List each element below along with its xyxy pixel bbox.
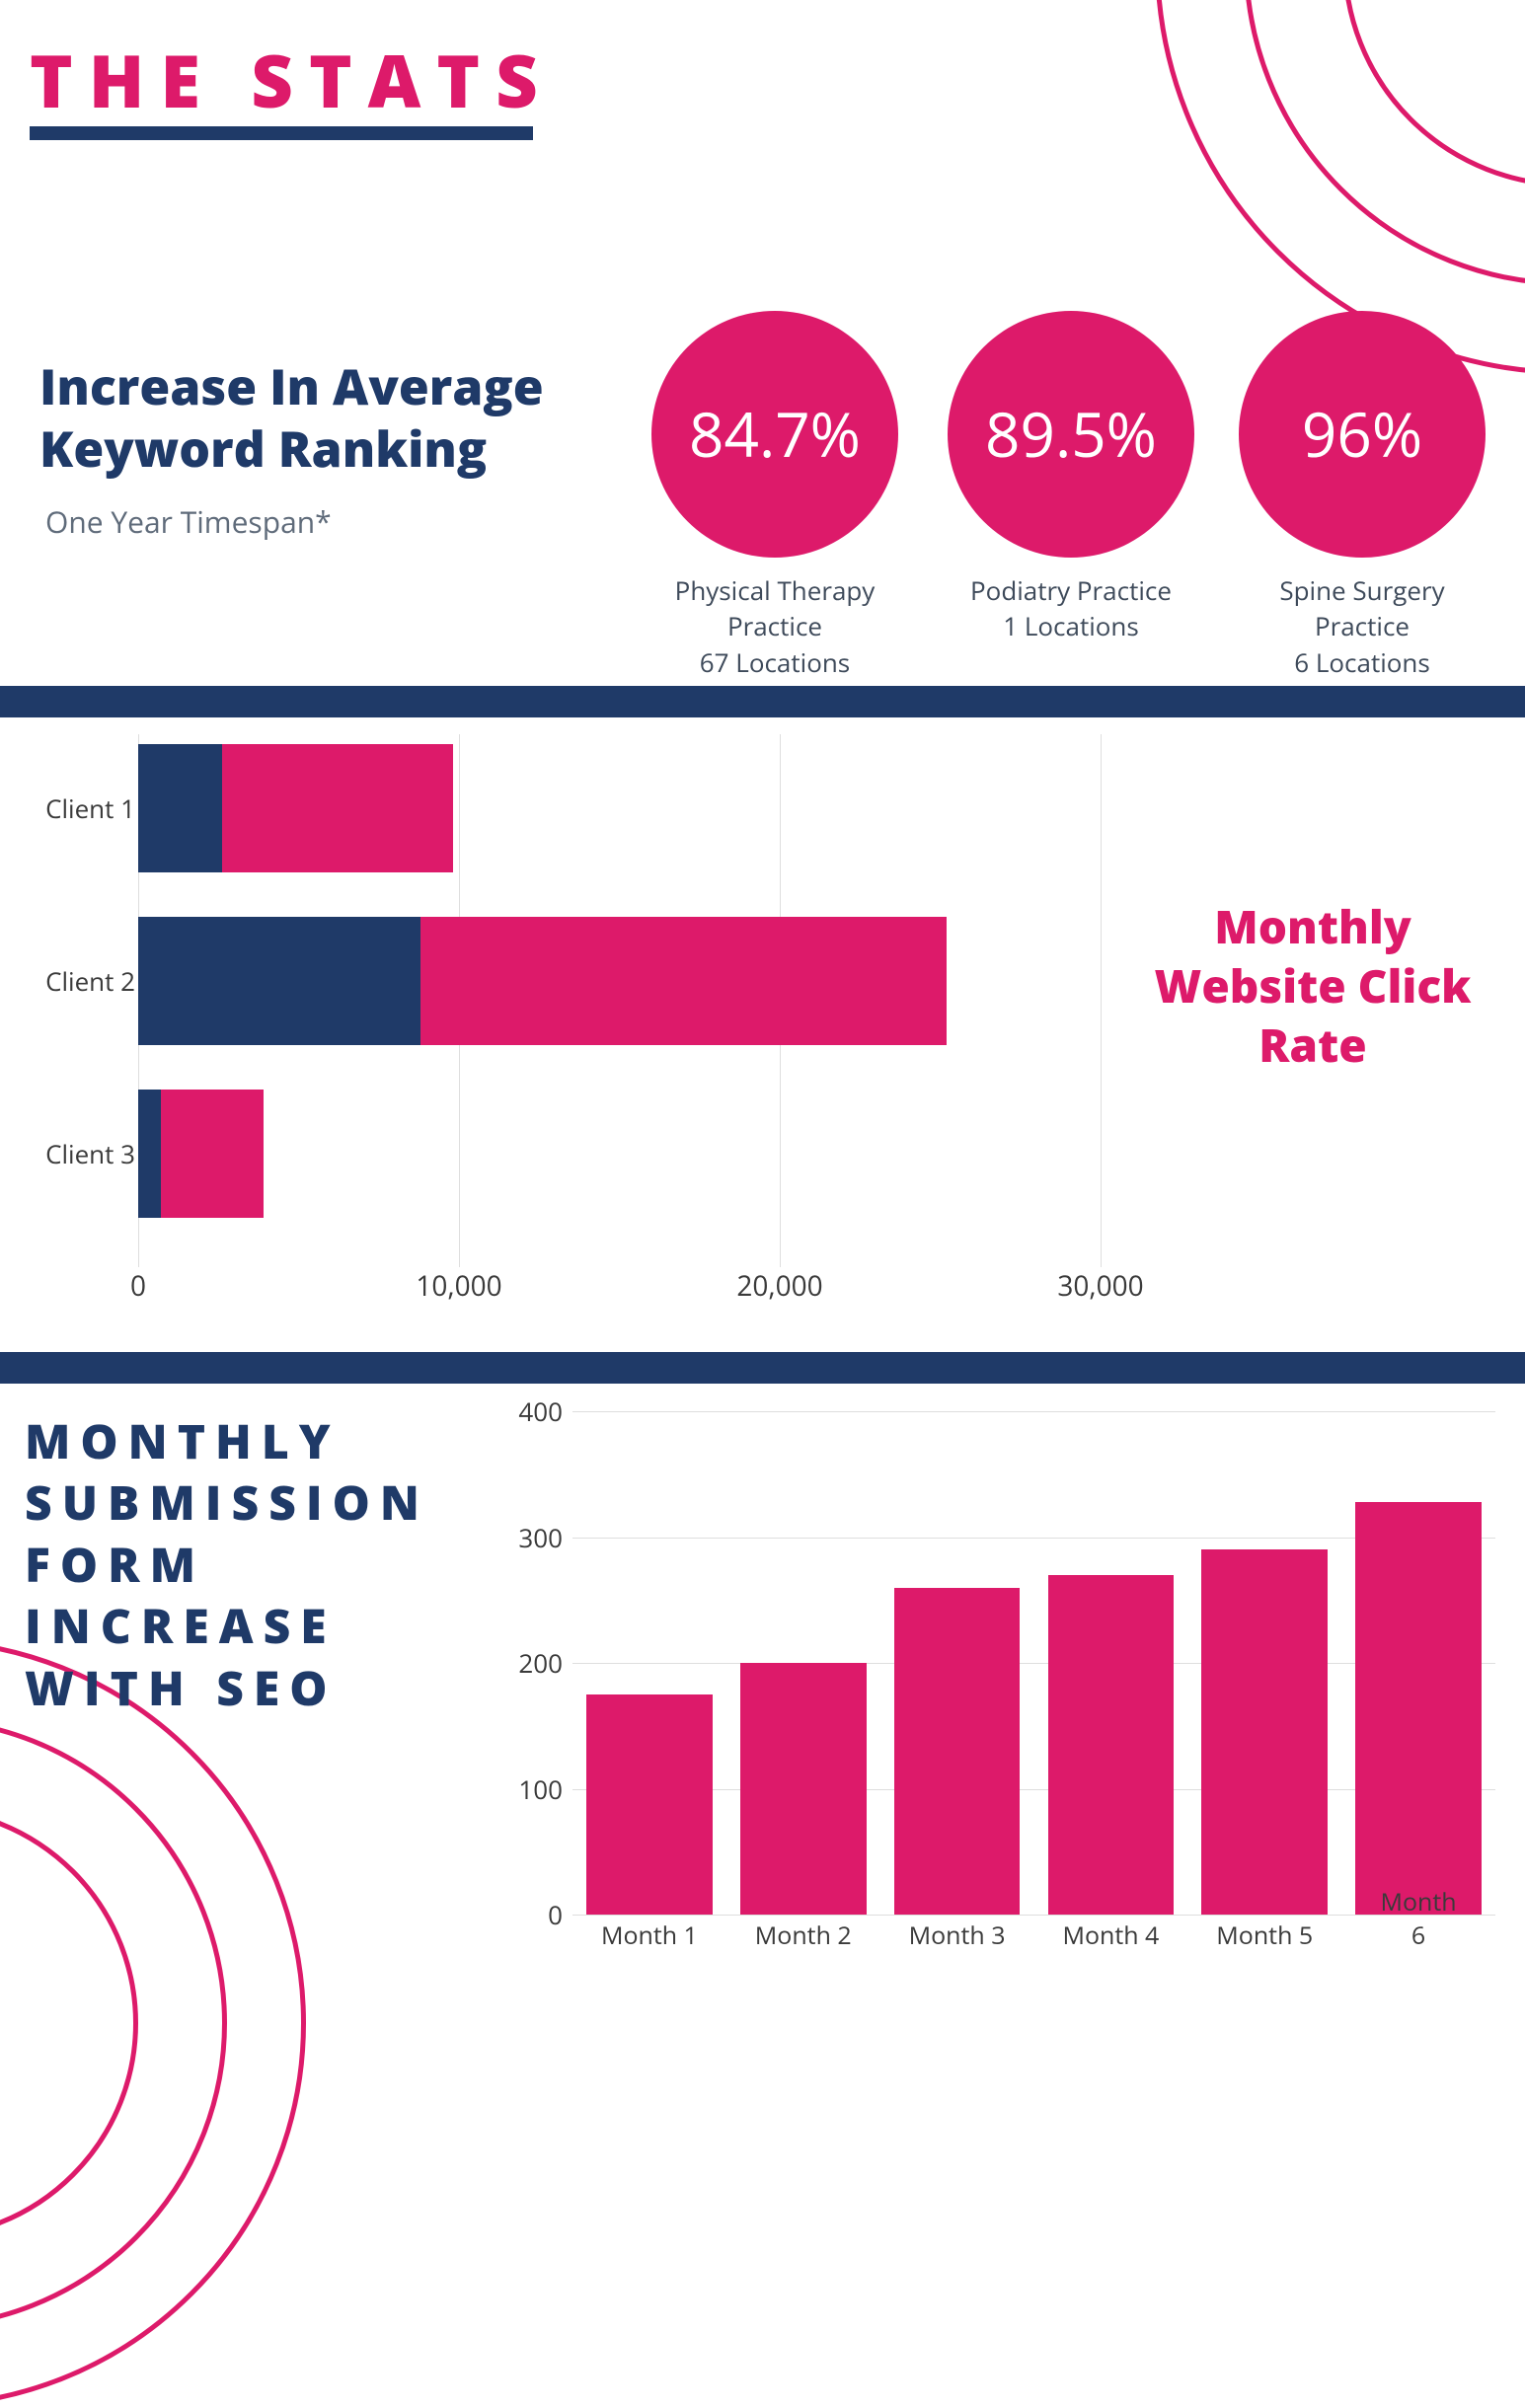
y-tick-label: 300 [503, 1520, 563, 1555]
title-underline [30, 126, 533, 140]
submission-chart: Month 1 Month 2 Month 3 Month 4 Month 5 Month… [503, 1411, 1495, 1954]
x-tick-label: Month 6 [1380, 1885, 1457, 1952]
x-tick-label: 20,000 [736, 1267, 822, 1305]
y-label-3: Client 3 [25, 1136, 135, 1171]
x-tick-label: 30,000 [1057, 1267, 1143, 1305]
x-tick-label: Month 1 [601, 1919, 698, 1952]
stat-circle-3: 96% [1239, 311, 1486, 558]
bar-5 [1201, 1549, 1328, 1915]
bar-segment-after [222, 744, 453, 872]
x-tick-label: Month 3 [909, 1919, 1006, 1952]
y-label-2: Client 2 [25, 963, 135, 999]
bar-3 [894, 1588, 1021, 1916]
gridline [1101, 734, 1102, 1267]
stat-circle-1: 84.7% [651, 311, 898, 558]
gridline [572, 1915, 1495, 1916]
x-tick-label: 0 [130, 1267, 146, 1305]
click-rate-title-l2: Website Click [1155, 955, 1472, 1016]
stat-circle-2: 89.5% [948, 311, 1194, 558]
bar-segment-before [138, 1090, 161, 1218]
bar-segment-after [420, 917, 947, 1045]
bar-segment-before [138, 744, 222, 872]
heading-line-2: Keyword Ranking [39, 414, 487, 482]
bar-1 [586, 1694, 713, 1915]
click-rate-title: Monthly Website Click Rate [1130, 898, 1495, 1075]
bar-segment-after [161, 1090, 264, 1218]
bar-6 [1355, 1502, 1482, 1915]
keyword-ranking-note: One Year Timespan* [45, 501, 332, 542]
bar-2 [740, 1663, 867, 1915]
bar-segment-before [138, 917, 420, 1045]
stat-caption-3: Spine Surgery Practice6 Locations [1234, 572, 1490, 680]
x-tick-label: Month 4 [1062, 1919, 1159, 1952]
x-tick-label: Month 2 [755, 1919, 852, 1952]
keyword-ranking-heading: Increase In Average Keyword Ranking [39, 355, 544, 479]
stat-caption-2: Podiatry Practice1 Locations [943, 572, 1199, 644]
y-tick-label: 200 [503, 1645, 563, 1681]
page-title: THE STATS [30, 30, 554, 129]
divider-2 [0, 1352, 1525, 1384]
click-rate-chart: 010,00020,00030,000 Client 1Client 2Clie… [25, 734, 1101, 1307]
stat-caption-1: Physical TherapyPractice67 Locations [647, 572, 903, 680]
y-tick-label: 400 [503, 1393, 563, 1429]
gridline [572, 1411, 1495, 1412]
divider-1 [0, 686, 1525, 717]
bar-4 [1048, 1575, 1175, 1915]
submission-chart-title: MONTHLY SUBMISSION FORM INCREASE WITH SE… [25, 1411, 498, 1719]
decor-ring [0, 1638, 306, 2408]
y-tick-label: 100 [503, 1771, 563, 1807]
click-rate-title-l3: Rate [1258, 1015, 1366, 1076]
heading-line-1: Increase In Average [39, 352, 544, 419]
y-tick-label: 0 [503, 1897, 563, 1932]
y-label-1: Client 1 [25, 790, 135, 826]
x-tick-label: 10,000 [416, 1267, 501, 1305]
x-tick-label: Month 5 [1216, 1919, 1313, 1952]
click-rate-title-l1: Monthly [1214, 896, 1411, 957]
